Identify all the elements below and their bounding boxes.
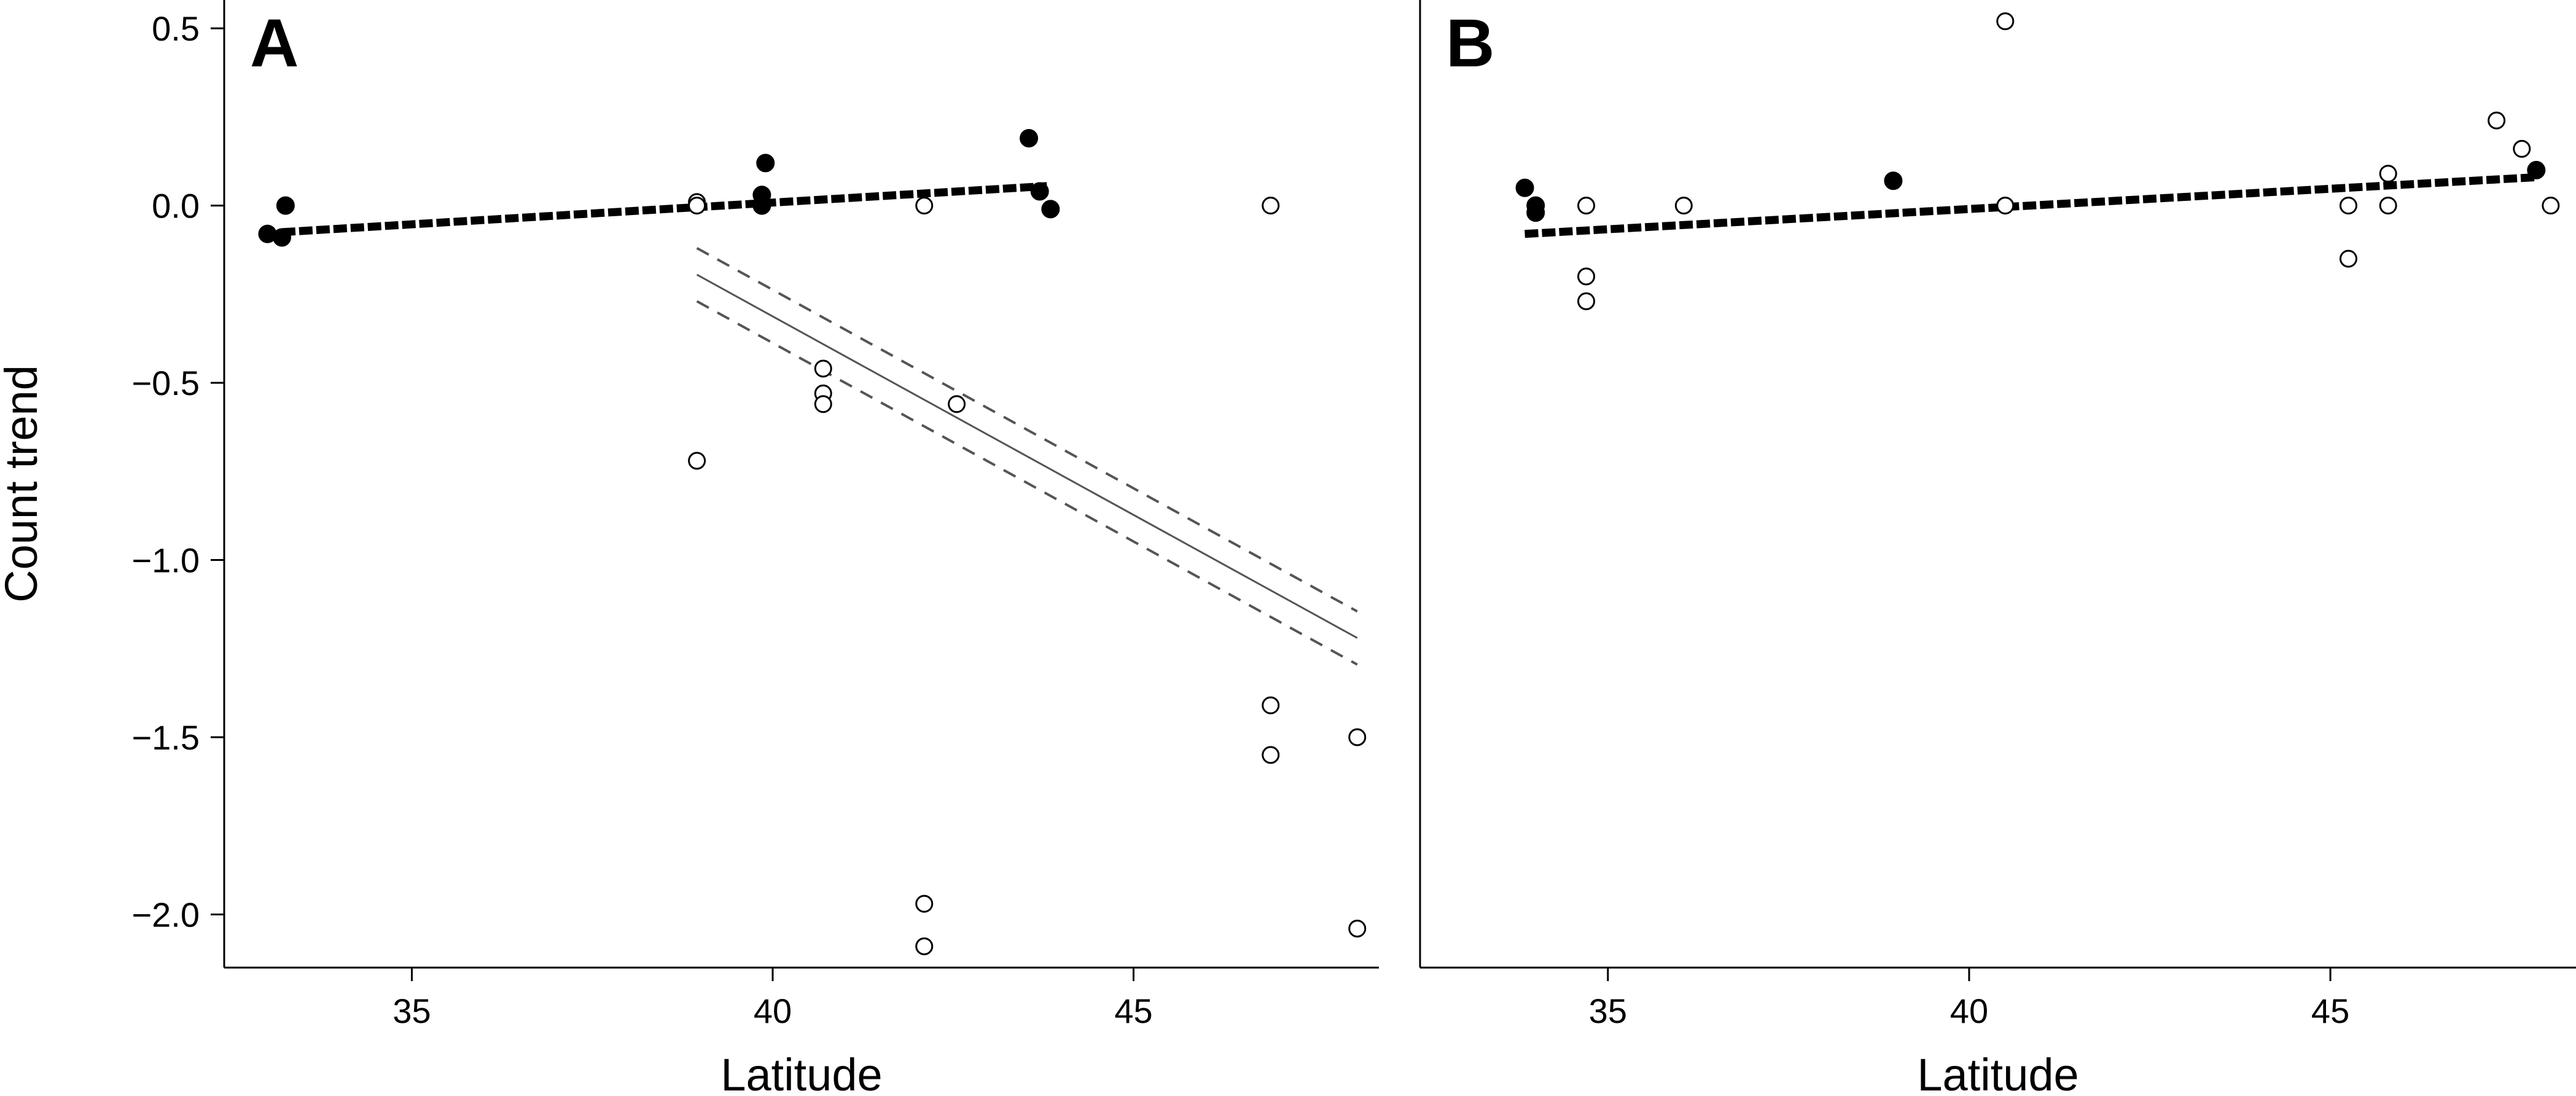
panel-a-fit-line xyxy=(696,273,1358,639)
panel-a-x-tick-label: 40 xyxy=(754,992,792,1030)
panel-a-x-tick-label: 45 xyxy=(1114,992,1152,1030)
panel-b-x-tick-label: 45 xyxy=(2311,992,2349,1030)
panel-b-open-point xyxy=(1996,197,2015,215)
panel-b-filled-point xyxy=(1884,171,1903,190)
panel-a-y-tick-label: −1.5 xyxy=(131,718,200,757)
panel-a-filled-point xyxy=(1041,200,1060,219)
panel-b-filled-point xyxy=(1526,203,1545,222)
panel-b: 35 40 45 B Latitude xyxy=(1419,0,2576,1096)
panel-b-filled-point xyxy=(2527,160,2546,179)
panel-a-filled-point xyxy=(276,196,295,215)
panel-b-open-point xyxy=(2339,197,2357,215)
panel-a-filled-point xyxy=(756,154,775,173)
panel-b-open-point xyxy=(1674,197,1693,215)
panel-a-open-point xyxy=(1348,920,1367,938)
panel-b-label: B xyxy=(1446,6,1494,81)
panel-b-filled-point xyxy=(1515,178,1534,197)
panel-a-marks: 35 40 45 0.5 0.0 −0.5 −1.0 −1.5 −2.0 xyxy=(131,0,1379,1030)
panel-a-fit-line xyxy=(281,182,1047,237)
panel-a-open-point xyxy=(814,395,832,413)
panel-b-open-point xyxy=(1577,292,1596,310)
panel-a-open-point xyxy=(1262,746,1280,764)
panel-b-fit-line xyxy=(1524,173,2537,238)
panel-a-label: A xyxy=(250,6,299,81)
panel-b-open-point xyxy=(2379,165,2397,183)
panel-a-open-point xyxy=(688,452,706,470)
panel-b-open-point xyxy=(2339,249,2357,268)
panel-a-y-tick-label: 0.0 xyxy=(152,187,200,225)
panel-a-open-point xyxy=(1348,728,1367,746)
panel-b-open-point xyxy=(2379,197,2397,215)
panel-a-x-tick-label: 35 xyxy=(392,992,431,1030)
panel-a-y-tick-label: −1.0 xyxy=(131,541,200,580)
panel-a-open-point xyxy=(688,197,706,215)
panel-a-filled-point xyxy=(752,186,771,205)
panel-b-open-point xyxy=(1577,267,1596,286)
panel-a-open-point xyxy=(915,894,934,913)
panel-a-open-point xyxy=(948,395,966,413)
panel-a-open-point xyxy=(814,359,832,378)
panel-b-open-point xyxy=(2488,111,2506,130)
panel-b-open-point xyxy=(2542,197,2560,215)
panel-a-open-point xyxy=(1262,696,1280,714)
panel-a-confidence-line xyxy=(696,300,1358,666)
panel-b-x-tick-label: 40 xyxy=(1950,992,1988,1030)
panel-b-marks: 35 40 45 xyxy=(1419,0,2576,1030)
panel-a-open-point xyxy=(915,197,934,215)
panel-a-y-tick-label: −2.0 xyxy=(131,895,200,934)
panel-b-x-tick-label: 35 xyxy=(1589,992,1627,1030)
panel-a-y-tick-label: −0.5 xyxy=(131,364,200,402)
panel-a-y-axis-title: Count trend xyxy=(0,365,47,603)
panel-b-open-point xyxy=(1996,12,2015,31)
panel-a-y-tick-label: 0.5 xyxy=(152,9,200,48)
panel-b-open-point xyxy=(2513,139,2531,158)
panel-b-x-axis-title: Latitude xyxy=(1917,1049,2078,1096)
panel-a-filled-point xyxy=(273,228,291,247)
panel-a-filled-point xyxy=(1020,129,1039,147)
panel-a-open-point xyxy=(915,937,934,955)
panel-a-filled-point xyxy=(1030,182,1049,201)
panel-a: 35 40 450.50.0−0.5−1.0−1.5−2.0 A Latitude … xyxy=(0,0,1379,1096)
panel-a-confidence-line xyxy=(696,247,1358,613)
panel-b-open-point xyxy=(1577,197,1596,215)
panel-a-open-point xyxy=(1262,197,1280,215)
panel-a-x-axis-title: Latitude xyxy=(720,1049,882,1096)
